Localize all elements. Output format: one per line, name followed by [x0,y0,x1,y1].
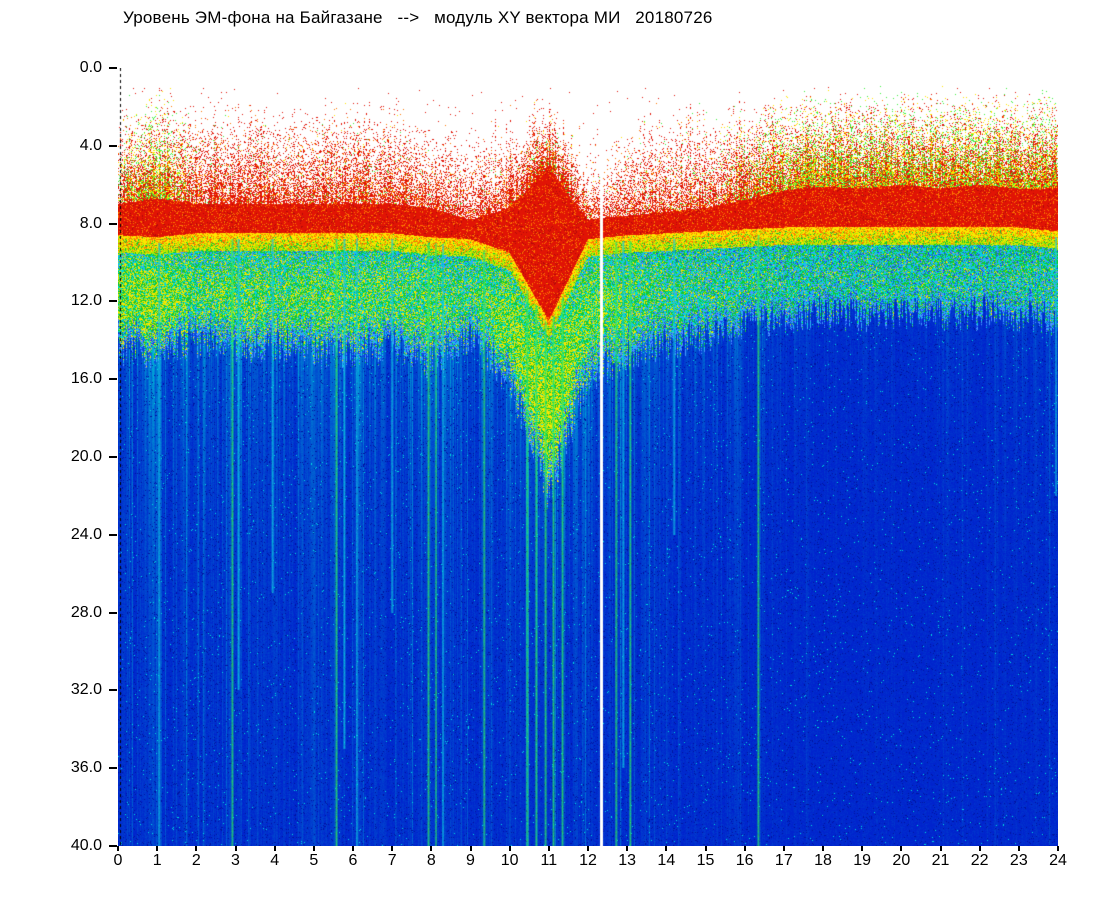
x-tick-label: 0 [113,852,123,869]
y-tick-label: 36.0 [70,759,102,777]
spectrogram-canvas [118,68,1058,846]
y-tick-label: 40.0 [70,837,102,854]
x-tick-mark [665,846,668,851]
y-tick-mark [109,845,117,847]
x-tick-mark [391,846,394,851]
x-tick-label: 8 [426,852,436,869]
x-tick-mark [547,846,550,851]
x-tick-label: 1 [152,852,162,869]
x-tick-mark [626,846,629,851]
y-tick-mark [109,67,117,69]
x-tick-mark [978,846,981,851]
x-tick-label: 13 [618,852,637,869]
x-tick-label: 21 [931,852,950,869]
x-tick-label: 15 [696,852,715,869]
x-tick-mark [430,846,433,851]
x-tick-mark [117,846,119,851]
x-tick-label: 4 [270,852,280,869]
y-tick-label: 12.0 [70,292,102,310]
y-tick-label: 16.0 [70,370,102,388]
x-tick-mark [822,846,824,851]
x-tick-mark [469,846,472,851]
x-tick-mark [195,846,198,851]
x-tick-mark [743,846,746,851]
x-tick-label: 5 [309,852,319,869]
y-tick-mark [109,222,117,225]
x-tick-label: 9 [466,852,475,869]
x-tick-label: 17 [774,852,793,869]
x-tick-label: 12 [579,852,597,869]
x-tick-label: 16 [735,852,754,869]
x-tick-label: 23 [1009,852,1028,869]
y-tick-mark [109,378,117,381]
y-tick-label: 4.0 [79,136,102,154]
x-tick-label: 19 [853,852,872,869]
x-tick-mark [234,846,237,851]
x-tick-mark [312,846,315,851]
y-tick-mark [109,533,117,536]
x-tick-label: 10 [500,852,519,869]
x-tick-label: 7 [387,852,397,869]
y-tick-mark [109,144,117,147]
x-tick-label: 14 [657,852,676,869]
x-tick-label: 18 [814,852,832,869]
x-tick-mark [352,846,354,851]
x-tick-label: 2 [191,852,201,869]
y-tick-mark [109,456,117,458]
x-tick-mark [508,846,511,851]
y-tick-label: 28.0 [70,603,102,621]
y-tick-label: 8.0 [79,214,102,232]
y-tick-label: 20.0 [70,448,102,465]
y-tick-mark [109,767,117,770]
x-tick-mark [156,846,159,851]
y-tick-label: 32.0 [70,681,102,699]
y-tick-mark [109,300,117,303]
y-tick-mark [109,689,117,692]
x-tick-mark [1057,846,1059,851]
x-tick-mark [900,846,903,851]
x-tick-mark [587,846,589,851]
x-tick-label: 24 [1049,852,1067,869]
x-tick-label: 6 [348,852,358,869]
x-tick-mark [273,846,276,851]
chart-title: Уровень ЭМ-фона на Байгазане --> модуль … [123,8,713,27]
x-tick-mark [939,846,942,851]
y-tick-label: 24.0 [70,525,102,543]
y-tick-mark [109,611,117,614]
x-tick-label: 11 [540,852,558,869]
x-tick-mark [782,846,785,851]
x-tick-label: 20 [892,852,911,869]
x-tick-label: 22 [970,852,989,869]
x-tick-mark [1017,846,1020,851]
x-tick-label: 3 [231,852,240,869]
y-tick-label: 0.0 [79,59,102,76]
x-tick-mark [704,846,707,851]
x-tick-mark [861,846,864,851]
